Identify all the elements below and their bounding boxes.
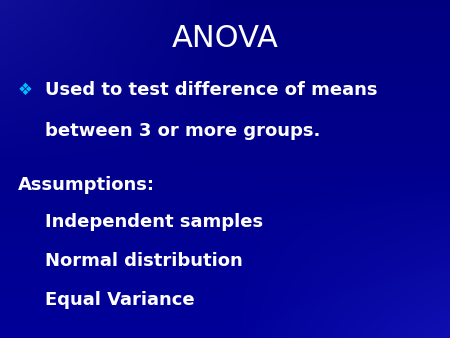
Text: Used to test difference of means: Used to test difference of means [45,81,378,99]
Text: Normal distribution: Normal distribution [45,252,243,270]
Text: Equal Variance: Equal Variance [45,291,194,309]
Text: ANOVA: ANOVA [171,24,279,53]
Text: Independent samples: Independent samples [45,213,263,231]
Text: between 3 or more groups.: between 3 or more groups. [45,122,320,140]
Text: ❖: ❖ [18,81,33,99]
Text: Assumptions:: Assumptions: [18,176,155,194]
